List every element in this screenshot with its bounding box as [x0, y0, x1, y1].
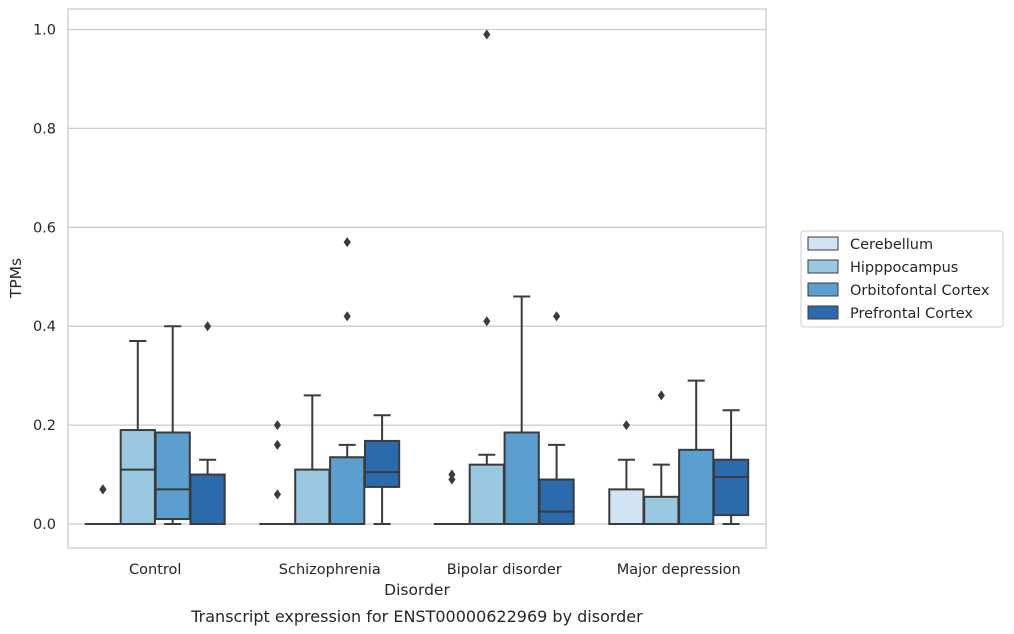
- box-body: [363, 439, 401, 488]
- box-body: [608, 488, 645, 526]
- outlier-point: [343, 237, 351, 248]
- box-2-0: [154, 325, 191, 525]
- legend-swatch: [807, 305, 839, 320]
- outlier-point: [99, 484, 107, 495]
- outlier-point: [448, 469, 456, 480]
- y-tick-label: 0.2: [33, 418, 56, 434]
- legend-label: Prefrontal Cortex: [850, 306, 973, 322]
- box-0-2: [433, 469, 471, 526]
- x-tick-label: Schizophrenia: [279, 562, 381, 578]
- legend-swatch: [807, 282, 839, 297]
- outlier-point: [273, 489, 281, 500]
- box-body: [189, 473, 226, 525]
- y-tick-label: 0.6: [33, 220, 56, 236]
- outlier-point: [343, 311, 351, 322]
- box-body: [538, 478, 575, 525]
- plot-area-frame: [67, 8, 767, 549]
- y-tick-label: 0.0: [33, 517, 56, 533]
- outlier-point: [553, 311, 561, 322]
- box-body: [712, 458, 750, 517]
- legend-swatch: [807, 236, 839, 251]
- x-axis-label: Disorder: [384, 581, 450, 599]
- box-1-2: [468, 29, 505, 526]
- box-1-3: [643, 390, 680, 525]
- box-3-2: [538, 311, 575, 525]
- box-body: [294, 468, 331, 526]
- x-tick-label: Bipolar disorder: [447, 562, 562, 578]
- outlier-point: [622, 420, 630, 431]
- box-3-1: [363, 414, 401, 525]
- y-tick-label: 0.4: [33, 319, 56, 335]
- box-body: [468, 463, 505, 526]
- tick-labels: 0.0 0.2 0.4 0.6 0.8 1.0 Control Schizophrenia Bi…: [33, 23, 741, 579]
- box-body: [678, 448, 715, 526]
- legend-label: Hipppocampus: [850, 260, 958, 276]
- legend: Cerebellum Hipppocampus Orbitofontal Corte…: [800, 230, 1004, 328]
- box-2-2: [503, 295, 540, 525]
- y-tick-label: 0.8: [33, 121, 56, 137]
- chart-caption: Transcript expression for ENST0000062296…: [190, 607, 643, 626]
- y-axis-label: TPMs: [7, 258, 25, 299]
- outlier-point: [204, 321, 212, 332]
- box-body: [643, 495, 680, 525]
- x-tick-label: Major depression: [617, 562, 741, 578]
- outlier-point: [483, 316, 491, 327]
- box-body: [154, 431, 191, 521]
- box-0-1: [259, 420, 296, 526]
- box-body: [503, 431, 540, 525]
- box-body: [119, 429, 156, 526]
- legend-label: Cerebellum: [850, 237, 933, 253]
- box-2-1: [329, 237, 366, 525]
- x-tick-label: Control: [129, 562, 181, 578]
- box-3-3: [712, 409, 750, 525]
- box-0-0: [84, 484, 122, 526]
- outlier-point: [273, 420, 281, 431]
- legend-swatch: [807, 259, 839, 274]
- outlier-point: [273, 439, 281, 450]
- outlier-point: [657, 390, 665, 401]
- box-3-0: [189, 321, 226, 525]
- y-tick-label: 1.0: [33, 23, 56, 39]
- box-1-0: [119, 340, 156, 526]
- box-1-1: [294, 394, 331, 526]
- box-2-3: [678, 379, 715, 526]
- legend-label: Orbitofontal Cortex: [850, 283, 990, 299]
- box-body: [329, 456, 366, 525]
- boxes: [84, 29, 750, 526]
- box-0-3: [608, 420, 645, 526]
- legend-frame: [800, 230, 1004, 328]
- outlier-point: [483, 29, 491, 40]
